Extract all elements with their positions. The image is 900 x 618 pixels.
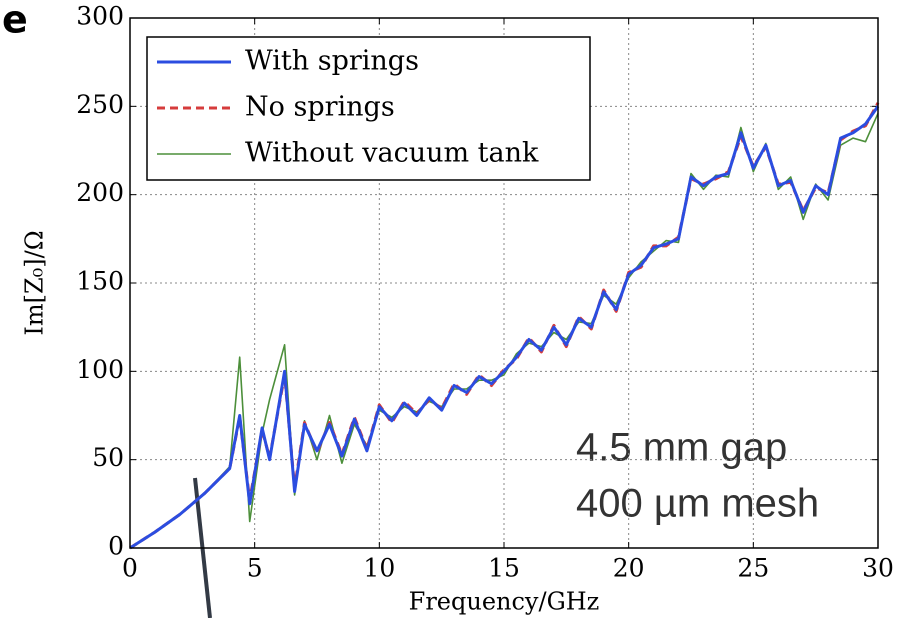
x-axis-label: Frequency/GHz: [409, 588, 600, 616]
x-tick-label: 5: [247, 554, 263, 583]
x-tick-label: 20: [613, 554, 645, 583]
panel-label: e: [2, 0, 28, 42]
legend-label: Without vacuum tank: [245, 138, 539, 169]
x-tick-label: 15: [488, 554, 520, 583]
x-tick-label: 30: [862, 554, 894, 583]
y-tick-label: 250: [76, 90, 124, 119]
x-tick-label: 0: [122, 554, 138, 583]
legend-label: No springs: [245, 92, 395, 123]
plot-frame: [129, 17, 879, 549]
y-tick-label: 100: [76, 355, 124, 384]
annotation: 400 µm mesh: [576, 482, 819, 526]
x-tick-label: 25: [737, 554, 769, 583]
y-tick-label: 0: [108, 532, 124, 561]
annotation: 4.5 mm gap: [576, 426, 787, 470]
legend-label: With springs: [245, 46, 419, 77]
y-tick-label: 300: [76, 2, 124, 31]
y-axis-label: Im[Z₀]/Ω: [21, 230, 49, 335]
y-tick-label: 200: [76, 178, 124, 207]
x-tick-label: 10: [363, 554, 395, 583]
y-tick-label: 50: [92, 443, 124, 472]
series-line: [129, 105, 880, 550]
y-tick-label: 150: [76, 267, 124, 296]
